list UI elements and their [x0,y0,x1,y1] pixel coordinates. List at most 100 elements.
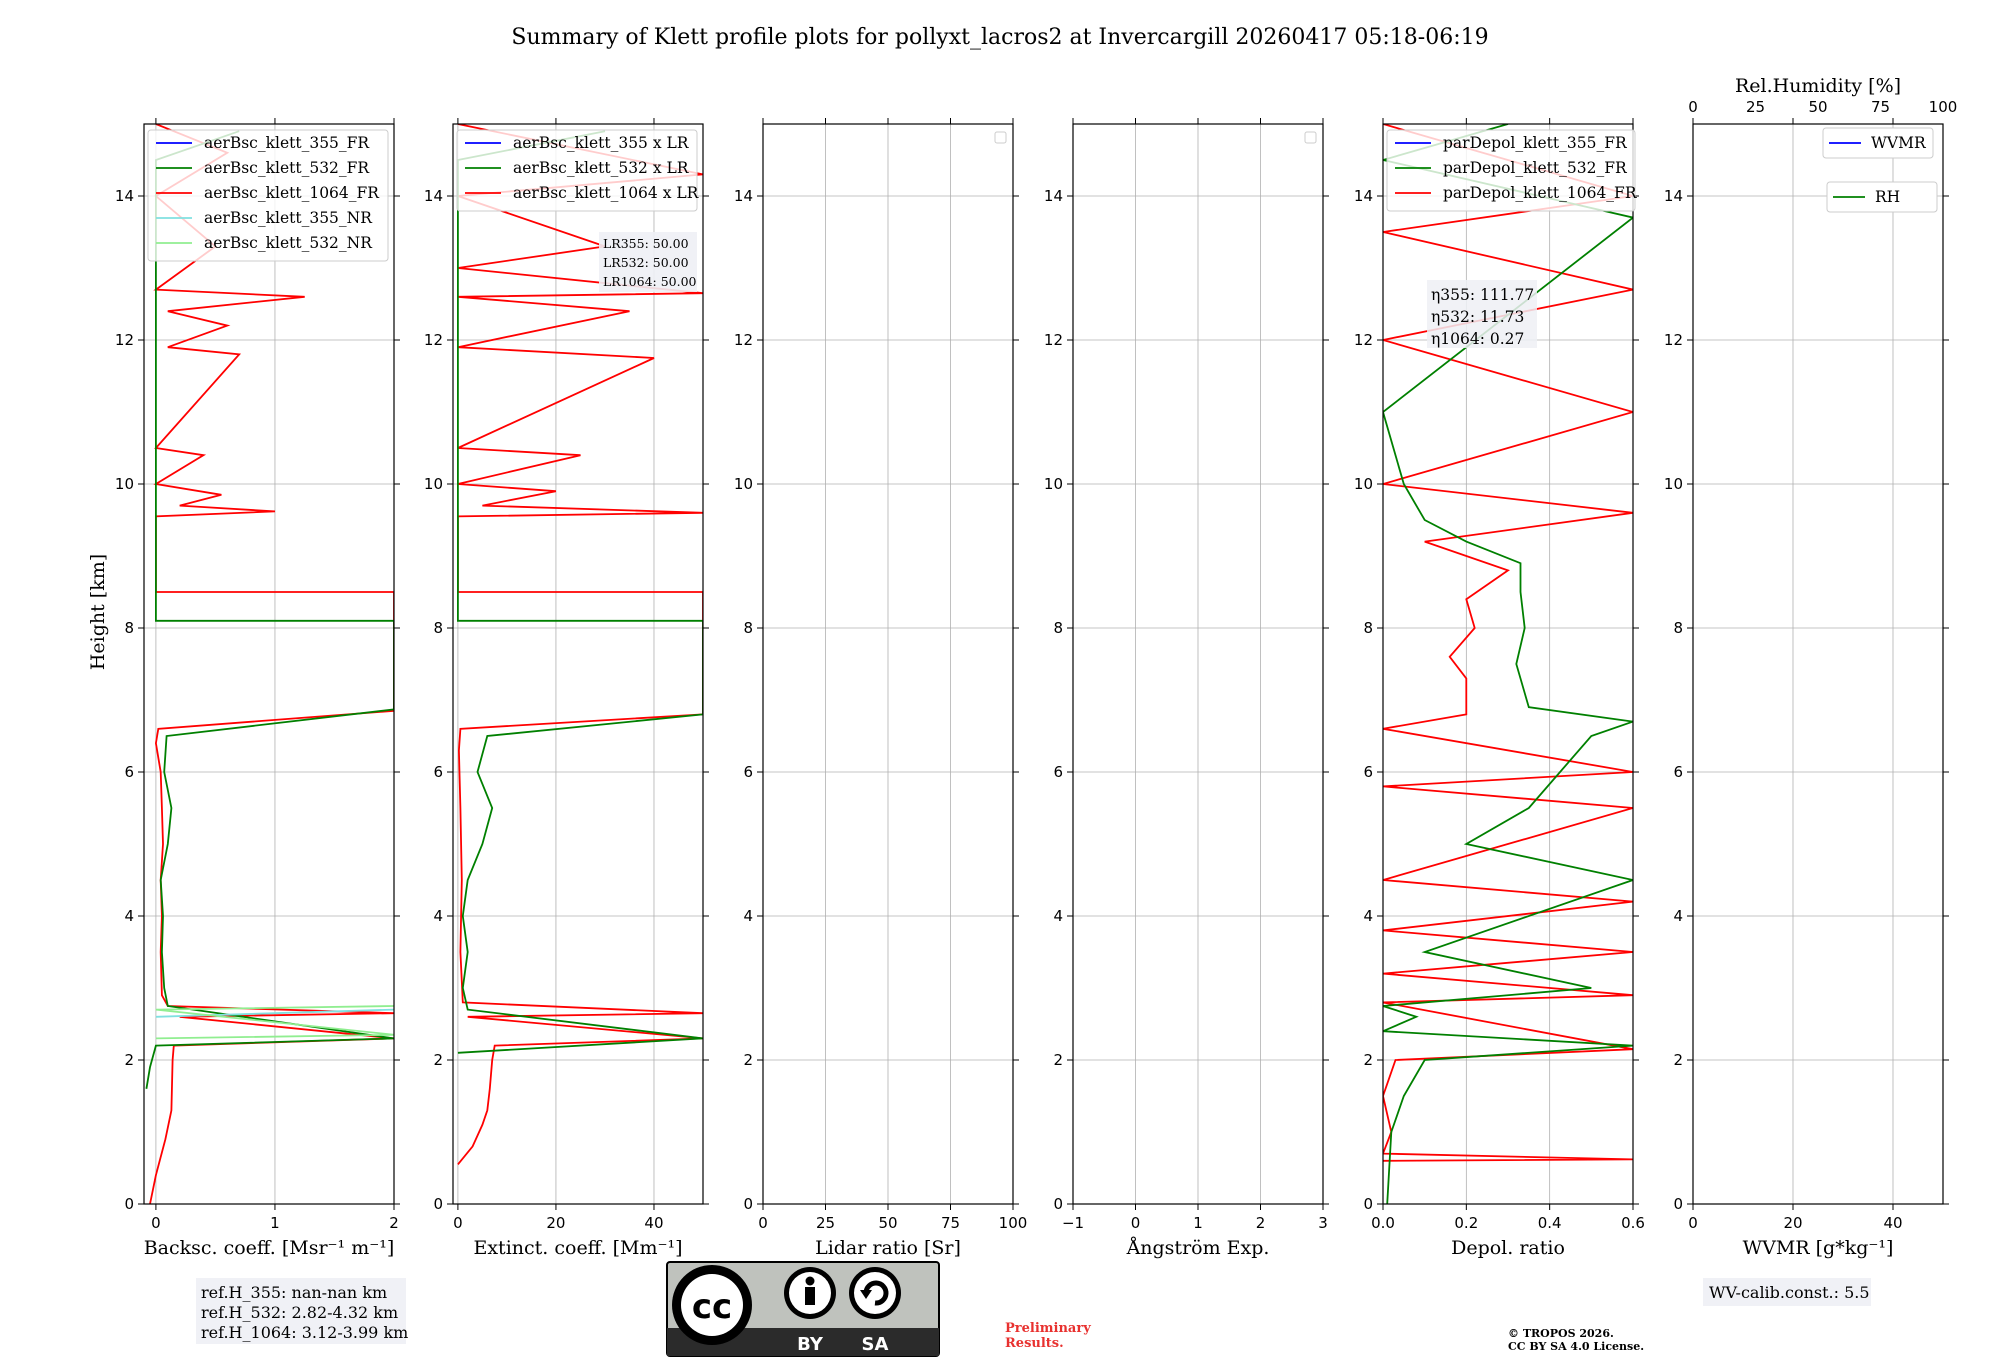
x-tick-label: −1 [1062,1214,1084,1232]
eta-0: η355: 111.77 [1431,286,1534,304]
legend-label-1: parDepol_klett_532_FR [1443,159,1628,177]
copyright-line-1: © TROPOS 2026. [1508,1327,1614,1340]
panel-lidar_ratio: 0 25 50 75 100 0 2 4 6 8 10 12 14 Lidar ratio [Sr] [734,118,1027,1259]
legend-box [456,129,698,212]
series-aerBsc_klett_355_NR [155,1008,394,1018]
series-aerBsc_klett_1064_FR x LR [456,124,703,1165]
x-tick-label: 40 [644,1214,663,1232]
attribution-icon [784,1267,836,1319]
x-tick-label: 2 [1256,1214,1266,1232]
panel-depolarization: 0.0 0.2 0.4 0.6 0 2 4 6 8 10 12 14 Depol. ratio parDe… [1354,118,1645,1259]
legend-label-1: aerBsc_klett_532 x LR [513,159,690,177]
y-tick-label: 0 [1053,1195,1063,1213]
ref-height-1064: ref.H_1064: 3.12-3.99 km [201,1323,408,1342]
eta-box [1427,280,1537,348]
axes-frame [452,123,704,1205]
legend-box-1 [1826,181,1938,213]
ref-height-532: ref.H_532: 2.82-4.32 km [201,1303,398,1322]
y-tick-label: 12 [734,331,753,349]
sa-label: SA [862,1334,889,1355]
y-tick-label: 8 [433,619,443,637]
lidar-ratio-1: LR532: 50.00 [603,255,689,270]
y-tick-label: 0 [1673,1195,1683,1213]
top-x-tick-label: 50 [1808,98,1827,116]
x-tick-label: 20 [1783,1214,1802,1232]
top-x-tick-label: 75 [1871,98,1890,116]
y-tick-label: 12 [1664,331,1683,349]
cc-letters: cc [692,1287,732,1327]
cc-icon: cc [672,1265,752,1345]
reference-heights-box: ref.H_355: nan-nan km ref.H_532: 2.82-4.… [196,1278,408,1344]
y-tick-label: 6 [1673,763,1683,781]
y-axis-label: Height [km] [87,554,109,670]
x-tick-label: 0.2 [1454,1214,1478,1232]
y-tick-label: 10 [1664,475,1683,493]
legend-label-2: aerBsc_klett_1064 x LR [513,184,700,202]
series-parDepol_klett_532_FR [1383,124,1633,1204]
y-tick-label: 2 [743,1051,753,1069]
y-tick-label: 2 [433,1051,443,1069]
ref-height-355: ref.H_355: nan-nan km [201,1283,387,1302]
y-tick-label: 8 [124,619,134,637]
y-tick-label: 14 [115,187,134,205]
x-tick-label: 100 [999,1214,1028,1232]
preliminary-line-2: Results. [1005,1336,1064,1351]
share-alike-icon [849,1267,901,1319]
x-tick-label: 2 [389,1214,399,1232]
legend-label-4: aerBsc_klett_532_NR [204,234,373,252]
y-tick-label: 12 [1044,331,1063,349]
y-tick-label: 10 [1044,475,1063,493]
y-tick-label: 6 [433,763,443,781]
y-tick-label: 2 [1053,1051,1063,1069]
legend-box [1386,129,1636,212]
eta-2: η1064: 0.27 [1431,330,1524,348]
y-tick-label: 4 [124,907,134,925]
y-tick-label: 14 [1664,187,1683,205]
x-tick-label: 1 [1193,1214,1203,1232]
x-tick-label: 0 [151,1214,161,1232]
y-tick-label: 14 [424,187,443,205]
x-axis-label: Ångström Exp. [1126,1237,1270,1259]
y-tick-label: 8 [1053,619,1063,637]
y-tick-label: 4 [1363,907,1373,925]
y-tick-label: 0 [124,1195,134,1213]
legend-label-2: parDepol_klett_1064_FR [1443,184,1638,202]
legend-label-0: aerBsc_klett_355 x LR [513,134,690,152]
empty-legend-box [994,131,1007,144]
y-tick-label: 14 [1354,187,1373,205]
x-tick-label: 20 [546,1214,565,1232]
y-tick-label: 2 [1363,1051,1373,1069]
y-tick-label: 6 [1363,763,1373,781]
panel-wv: 0 20 40 0 2 4 6 8 10 12 14 WVMR [g*kg⁻¹] 0 25 50 75 100 R… [1664,75,1957,1259]
legend-box-0 [1822,127,1934,159]
y-tick-label: 12 [1354,331,1373,349]
y-tick-label: 8 [1673,619,1683,637]
preliminary-line-1: Preliminary [1005,1321,1091,1336]
legend-label-3: aerBsc_klett_355_NR [204,209,373,227]
y-tick-label: 2 [1673,1051,1683,1069]
panel-extinction: 0 20 40 0 2 4 6 8 10 12 14 Extinct. coeff. [Mm⁻¹] ae… [424,118,709,1259]
eta-1: η532: 11.73 [1431,308,1524,326]
x-tick-label: 25 [816,1214,835,1232]
y-tick-label: 8 [1363,619,1373,637]
y-tick-label: 0 [1363,1195,1373,1213]
legend-label-2: aerBsc_klett_1064_FR [204,184,380,202]
figure-title: Summary of Klett profile plots for polly… [511,25,1488,50]
legend-box [147,129,389,262]
y-tick-label: 10 [1354,475,1373,493]
y-tick-label: 2 [124,1051,134,1069]
top-x-axis-label: Rel.Humidity [%] [1735,75,1901,97]
legend-label-0: aerBsc_klett_355_FR [204,134,370,152]
wv-calibration-box: WV-calib.const.: 5.5 [1703,1278,1871,1306]
top-x-tick-label: 100 [1929,98,1958,116]
series-aerBsc_klett_1064_FR [149,124,394,1204]
y-tick-label: 4 [1673,907,1683,925]
legend-label-0: parDepol_klett_355_FR [1443,134,1628,152]
y-tick-label: 6 [1053,763,1063,781]
y-tick-label: 10 [734,475,753,493]
cc-license-badge[interactable]: cc BY SA [666,1261,940,1357]
legend-label-0: WVMR [1871,134,1927,152]
series-parDepol_klett_1064_FR [1383,124,1633,1162]
